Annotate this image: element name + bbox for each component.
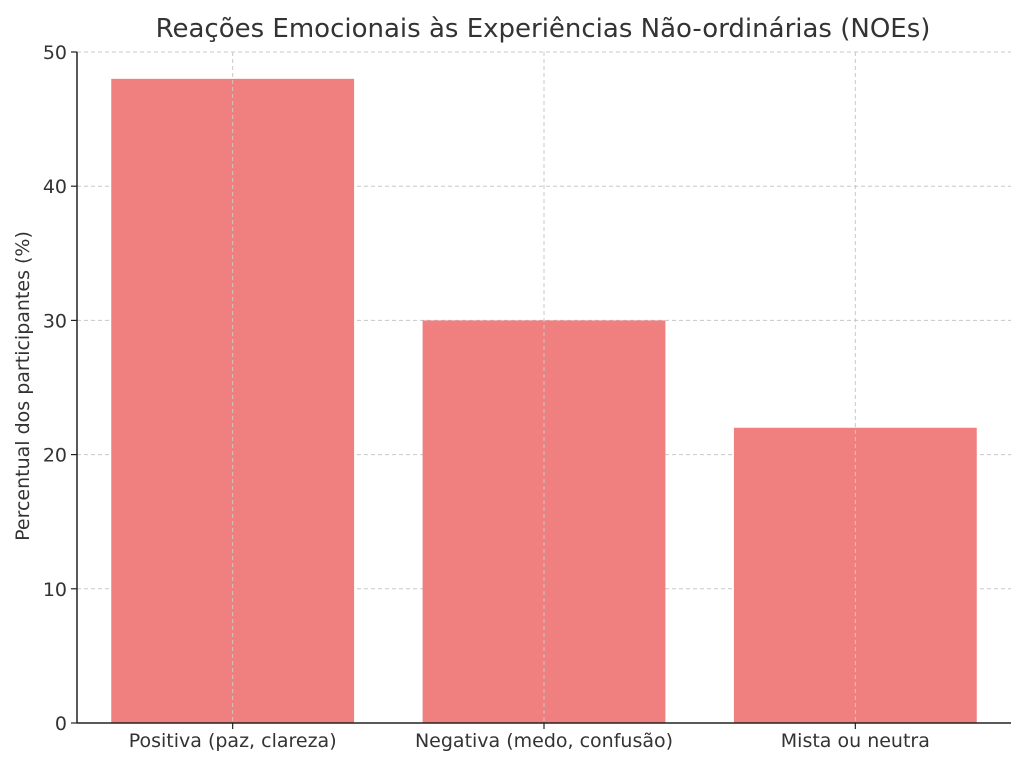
x-category-label: Mista ou neutra (781, 730, 930, 752)
y-tick-label: 40 (43, 176, 67, 198)
y-tick-label: 20 (43, 445, 67, 467)
label-layer: 0 10 20 30 40 50 Positiva (paz, clareza) Negati… (43, 42, 930, 752)
x-category-label: Positiva (paz, clareza) (129, 730, 337, 752)
y-tick-label: 0 (55, 713, 67, 735)
x-category-label: Negativa (medo, confusão) (415, 730, 673, 752)
chart-title: Reações Emocionais às Experiências Não-o… (156, 14, 931, 44)
y-tick-label: 50 (43, 42, 67, 64)
y-tick-label: 10 (43, 579, 67, 601)
y-tick-label: 30 (43, 310, 67, 332)
axis-layer (71, 51, 1011, 729)
y-axis-title: Percentual dos participantes (%) (12, 231, 34, 541)
bar (733, 427, 977, 723)
